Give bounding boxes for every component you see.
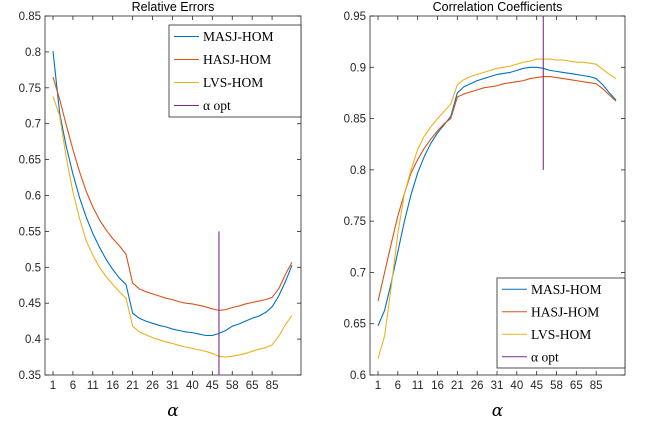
x-tick-label: 16 — [431, 380, 444, 392]
y-tick-label: 0.7 — [25, 119, 41, 131]
y-tick-label: 0.7 — [350, 267, 366, 279]
y-tick-label: 0.65 — [19, 155, 41, 167]
series-line-lvs-hom — [377, 58, 617, 359]
legend-label: MASJ-HOM — [203, 29, 274, 44]
y-tick-label: 0.85 — [19, 11, 41, 23]
y-tick-label: 0.55 — [19, 226, 41, 238]
x-tick-label: 85 — [590, 380, 603, 392]
plot-area — [369, 15, 626, 376]
y-tick-label: 0.6 — [350, 370, 366, 382]
x-tick-label: 1 — [50, 380, 56, 392]
legend-box — [496, 277, 626, 369]
legend-label: α opt — [531, 349, 559, 364]
legend: MASJ-HOM HASJ-HOM LVS-HOM α opt — [168, 24, 302, 118]
chart-title: Relative Errors — [132, 0, 215, 14]
x-axis-label: α — [492, 401, 504, 421]
legend-label: HASJ-HOM — [203, 52, 271, 67]
x-tick-label: 1 — [375, 380, 381, 392]
x-tick-label: 40 — [510, 380, 523, 392]
series-line-lvs-hom — [52, 96, 293, 358]
y-tick-label: 0.6 — [25, 191, 41, 203]
x-tick-label: 6 — [395, 380, 401, 392]
y-tick-label: 0.85 — [344, 114, 366, 126]
x-tick-label: 31 — [491, 380, 504, 392]
chart-panel-1: Relative Errors 0.35 0.4 0.45 0.5 0.55 0.6 0.65… — [19, 0, 302, 421]
x-tick-label: 11 — [412, 380, 424, 392]
y-tick-label: 0.35 — [19, 370, 41, 382]
y-tick-label: 0.75 — [19, 83, 41, 95]
x-tick-label: 45 — [206, 380, 219, 392]
x-tick-label: 26 — [146, 380, 159, 392]
legend-label: HASJ-HOM — [531, 304, 599, 319]
legend-label: α opt — [203, 98, 231, 113]
x-tick-label: 65 — [246, 380, 259, 392]
x-tick-label: 26 — [471, 380, 484, 392]
x-tick-label: 6 — [70, 380, 76, 392]
y-tick-label: 0.9 — [350, 62, 366, 74]
x-axis-label: α — [167, 401, 179, 421]
x-tick-label: 45 — [530, 380, 543, 392]
y-tick-label: 0.95 — [344, 11, 366, 23]
legend-label: MASJ-HOM — [531, 282, 602, 297]
y-tick-label: 0.45 — [19, 298, 41, 310]
series-line-masj-hom — [377, 66, 617, 326]
series-line-masj-hom — [52, 51, 293, 337]
chart-title: Correlation Coefficients — [433, 0, 563, 14]
x-tick-label: 40 — [186, 380, 199, 392]
y-tick-label: 0.75 — [344, 216, 366, 228]
series-line-hasj-hom — [377, 75, 617, 302]
x-tick-label: 58 — [550, 380, 563, 392]
legend-label: LVS-HOM — [203, 75, 263, 90]
x-tick-label: 11 — [87, 380, 99, 392]
series-line-hasj-hom — [52, 76, 293, 311]
x-tick-label: 16 — [106, 380, 119, 392]
x-tick-label: 21 — [451, 380, 464, 392]
legend-box — [168, 24, 302, 118]
x-tick-label: 21 — [126, 380, 139, 392]
y-tick-label: 0.65 — [344, 319, 366, 331]
chart-panel-2: Correlation Coefficients 0.6 0.65 0.7 0.75 0.… — [344, 0, 626, 421]
x-tick-label: 31 — [166, 380, 179, 392]
y-tick-label: 0.8 — [25, 47, 41, 59]
y-tick-label: 0.4 — [25, 334, 42, 346]
y-tick-label: 0.5 — [25, 262, 41, 274]
legend: MASJ-HOM HASJ-HOM LVS-HOM α opt — [496, 277, 626, 369]
legend-label: LVS-HOM — [531, 327, 591, 342]
y-tick-label: 0.8 — [350, 165, 366, 177]
x-tick-label: 85 — [266, 380, 279, 392]
x-tick-label: 65 — [570, 380, 583, 392]
x-tick-label: 58 — [226, 380, 239, 392]
